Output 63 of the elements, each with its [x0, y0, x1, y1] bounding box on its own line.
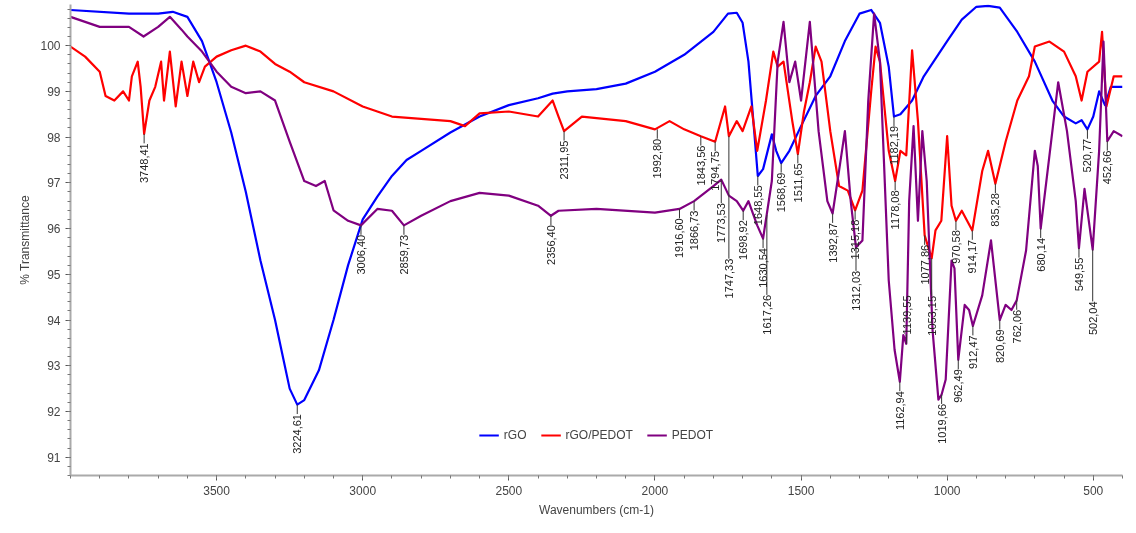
annotation: 452,66 — [1101, 150, 1114, 185]
legend-label: rGO — [503, 428, 527, 442]
annotation: 1162,94 — [893, 391, 906, 431]
annotation: 1630,54 — [757, 248, 770, 288]
annotation: 1315,18 — [849, 219, 862, 260]
annotation: 1747,33 — [722, 258, 735, 299]
annotation: 1077,86 — [918, 244, 931, 285]
legend-label: PEDOT — [671, 428, 714, 442]
annotation: 1866,73 — [688, 210, 701, 251]
annotation: 549,55 — [1072, 257, 1085, 292]
y-tick-label: 97 — [47, 176, 61, 191]
annotation: 835,28 — [989, 193, 1002, 227]
annotation: 1511,65 — [791, 163, 804, 203]
x-tick-label: 3500 — [203, 483, 231, 498]
annotation: 1053,15 — [925, 295, 938, 336]
annotation: 502,04 — [1086, 301, 1099, 336]
y-tick-label: 94 — [47, 313, 61, 328]
annotation: 1312,03 — [849, 270, 862, 311]
annotation: 1794,75 — [709, 151, 722, 191]
y-tick-label: 93 — [47, 359, 61, 374]
annotation: 2311,95 — [558, 140, 571, 180]
x-tick-label: 3000 — [349, 483, 377, 498]
annotation: 962,49 — [952, 369, 965, 403]
x-tick-label: 2500 — [495, 483, 523, 498]
y-tick-label: 95 — [47, 267, 61, 282]
y-tick-label: 99 — [47, 84, 61, 99]
y-tick-label: 92 — [47, 404, 61, 419]
annotation: 3006,40 — [354, 234, 367, 275]
annotation: 1568,69 — [775, 172, 788, 213]
annotation: 2859,73 — [397, 234, 410, 275]
annotation: 1648,55 — [751, 185, 764, 226]
y-tick-label: 96 — [47, 222, 61, 237]
annotation: 1843,56 — [694, 145, 707, 186]
legend-label: rGO/PEDOT — [565, 428, 633, 442]
annotation: 970,58 — [949, 230, 962, 264]
annotation: 520,77 — [1081, 138, 1094, 173]
annotation: 912,47 — [966, 335, 979, 370]
annotation: 3224,61 — [291, 414, 304, 454]
annotation: 1019,66 — [935, 403, 948, 444]
annotation: 2356,40 — [544, 225, 557, 265]
x-tick-label: 2000 — [641, 483, 669, 498]
y-tick-label: 91 — [47, 450, 61, 465]
annotation: 680,14 — [1034, 237, 1047, 272]
x-tick-label: 1500 — [787, 483, 815, 498]
annotation: 1178,08 — [889, 190, 902, 230]
y-tick-label: 98 — [47, 130, 61, 145]
annotation: 1182,19 — [887, 125, 900, 165]
x-tick-label: 1000 — [933, 483, 961, 498]
annotation: 1139,55 — [900, 295, 913, 335]
annotation: 914,17 — [966, 239, 979, 274]
annotation: 1773,53 — [715, 203, 728, 243]
annotation: 1916,60 — [673, 218, 686, 259]
y-tick-label: 100 — [40, 39, 61, 54]
y-axis-title: % Transmittance — [18, 195, 33, 285]
annotation: 1617,26 — [760, 294, 773, 335]
annotation: 1698,92 — [737, 220, 750, 260]
x-axis-title: Wavenumbers (cm-1) — [539, 502, 654, 517]
annotation: 820,69 — [993, 329, 1006, 364]
annotation: 762,06 — [1010, 309, 1023, 344]
annotation: 3748,41 — [138, 143, 151, 184]
annotation: 1992,80 — [651, 138, 664, 179]
x-tick-label: 500 — [1083, 483, 1104, 498]
annotation: 1392,87 — [826, 222, 839, 263]
